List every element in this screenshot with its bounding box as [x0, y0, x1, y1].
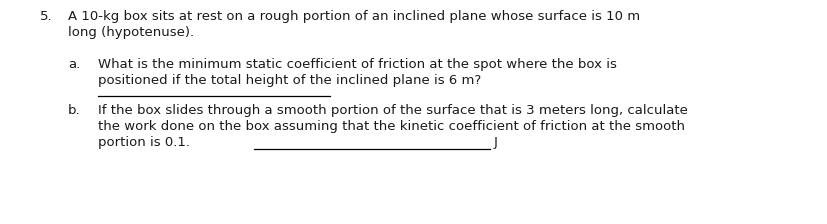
Text: 5.: 5.: [40, 10, 53, 23]
Text: What is the minimum static coefficient of friction at the spot where the box is: What is the minimum static coefficient o…: [98, 58, 616, 71]
Text: b.: b.: [68, 104, 80, 117]
Text: a.: a.: [68, 58, 80, 71]
Text: the work done on the box assuming that the kinetic coefficient of friction at th: the work done on the box assuming that t…: [98, 120, 684, 133]
Text: J: J: [494, 136, 497, 149]
Text: If the box slides through a smooth portion of the surface that is 3 meters long,: If the box slides through a smooth porti…: [98, 104, 687, 117]
Text: portion is 0.1.: portion is 0.1.: [98, 136, 189, 149]
Text: A 10-kg box sits at rest on a rough portion of an inclined plane whose surface i: A 10-kg box sits at rest on a rough port…: [68, 10, 639, 23]
Text: positioned if the total height of the inclined plane is 6 m?: positioned if the total height of the in…: [98, 74, 480, 87]
Text: long (hypotenuse).: long (hypotenuse).: [68, 26, 194, 39]
